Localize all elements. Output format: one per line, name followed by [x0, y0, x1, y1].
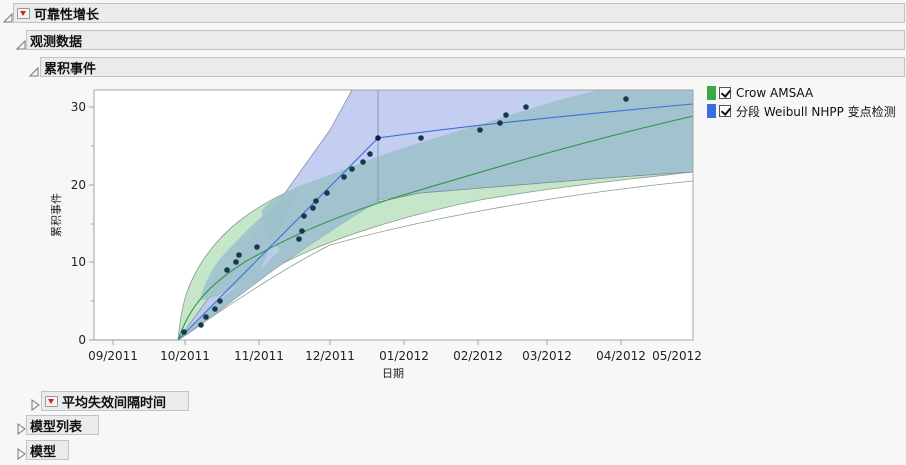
legend-item-crow-amsaa[interactable]: Crow AMSAA [707, 84, 896, 102]
x-axis-tick-labels: 09/2011 10/2011 11/2011 12/2011 01/2012 … [88, 349, 702, 363]
outline-title: 平均失效间隔时间 [62, 395, 167, 411]
outline-header-model-list[interactable]: 模型列表 [26, 415, 99, 435]
x-axis-label: 日期 [382, 367, 404, 380]
expand-triangle-icon[interactable] [17, 420, 27, 435]
outline-title: 模型 [30, 444, 57, 460]
svg-text:10/2011: 10/2011 [160, 349, 210, 363]
svg-text:30: 30 [71, 100, 86, 114]
svg-text:0: 0 [78, 333, 86, 347]
y-axis-tick-labels: 0 10 20 30 [71, 100, 86, 347]
outline-title: 模型列表 [30, 419, 83, 435]
legend-swatch [707, 104, 716, 118]
data-points [181, 96, 629, 335]
collapse-triangle-icon[interactable] [15, 35, 26, 50]
y-axis-label: 累积事件 [50, 193, 63, 237]
outline-header-reliability-growth[interactable]: 可靠性增长 [13, 3, 905, 23]
red-triangle-menu-icon[interactable] [45, 395, 58, 407]
svg-text:09/2011: 09/2011 [88, 349, 138, 363]
outline-title: 可靠性增长 [34, 7, 100, 23]
legend-swatch [707, 86, 716, 100]
svg-text:02/2012: 02/2012 [453, 349, 503, 363]
legend-label: 分段 Weibull NHPP 变点检测 [736, 104, 896, 119]
collapse-triangle-icon[interactable] [2, 8, 13, 23]
svg-text:10: 10 [71, 255, 86, 269]
expand-triangle-icon[interactable] [17, 445, 27, 460]
chart-legend: Crow AMSAA 分段 Weibull NHPP 变点检测 [707, 84, 896, 120]
crow-amsaa-fit-line [94, 115, 693, 340]
outline-header-observed-data[interactable]: 观测数据 [26, 30, 905, 50]
outline-title: 累积事件 [44, 61, 97, 77]
svg-text:03/2012: 03/2012 [522, 349, 572, 363]
collapse-triangle-icon[interactable] [28, 62, 39, 77]
red-triangle-menu-icon[interactable] [17, 7, 30, 19]
outline-header-mtbf[interactable]: 平均失效间隔时间 [41, 391, 189, 411]
legend-item-weibull-nhpp[interactable]: 分段 Weibull NHPP 变点检测 [707, 102, 896, 120]
svg-text:05/2012: 05/2012 [652, 349, 702, 363]
svg-text:04/2012: 04/2012 [596, 349, 646, 363]
legend-checkbox[interactable] [719, 87, 731, 99]
outline-title: 观测数据 [30, 34, 83, 50]
weibull-fit-line [177, 103, 693, 340]
outline-header-model[interactable]: 模型 [26, 440, 69, 460]
svg-text:12/2011: 12/2011 [305, 349, 355, 363]
outline-header-cumulative-events[interactable]: 累积事件 [40, 57, 905, 77]
svg-text:01/2012: 01/2012 [379, 349, 429, 363]
expand-triangle-icon[interactable] [31, 396, 41, 411]
svg-text:11/2011: 11/2011 [234, 349, 284, 363]
legend-checkbox[interactable] [719, 105, 731, 117]
legend-label: Crow AMSAA [736, 86, 814, 100]
svg-text:20: 20 [71, 178, 86, 192]
